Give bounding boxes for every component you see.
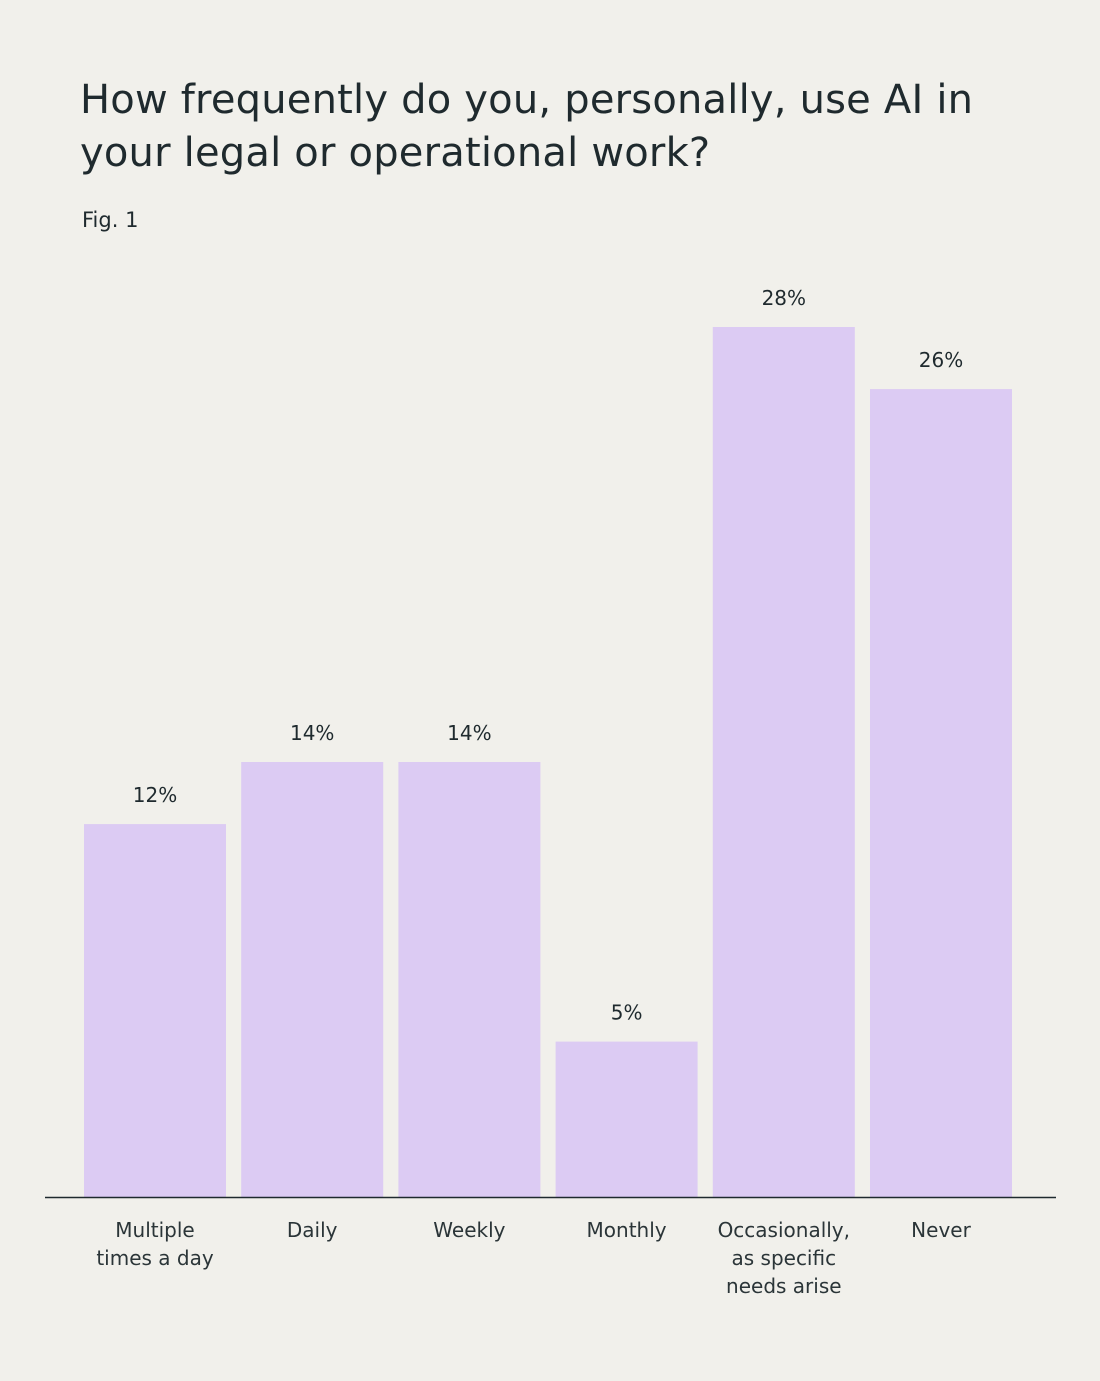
category-labels-group: Multiple times a day Daily Weekly Monthly Occ… [96,1218,971,1298]
category-label-line: as specific [731,1246,836,1270]
category-label-1: Daily [287,1218,338,1242]
value-label-0: 12% [133,783,177,807]
category-label-line: Never [911,1218,971,1242]
figure-label: Fig. 1 [82,208,139,232]
category-label-line: times a day [96,1246,214,1270]
category-label-line: Multiple [115,1218,194,1242]
category-label-0: Multiple times a day [96,1218,214,1270]
bar-2 [398,762,541,1197]
category-label-line: Daily [287,1218,338,1242]
value-label-4: 28% [762,286,806,310]
value-label-2: 14% [447,721,491,745]
category-label-line: Monthly [587,1218,667,1242]
bar-0 [84,824,226,1197]
category-label-5: Never [911,1218,971,1242]
category-label-2: Weekly [433,1218,505,1242]
category-label-4: Occasionally, as specific needs arise [718,1218,850,1298]
value-label-5: 26% [919,348,963,372]
value-labels-group: 12% 14% 14% 5% 28% 26% [133,286,963,1025]
bar-5 [870,389,1012,1198]
category-label-3: Monthly [587,1218,667,1242]
chart-title: How frequently do you, personally, use A… [80,77,974,176]
bar-3 [555,1041,698,1197]
bars-group [84,327,1012,1198]
bar-1 [241,762,384,1197]
bar-4 [712,327,855,1197]
category-label-line: Weekly [433,1218,505,1242]
category-label-line: Occasionally, [718,1218,850,1242]
category-label-line: needs arise [726,1274,842,1298]
value-label-1: 14% [290,721,334,745]
value-label-3: 5% [611,1001,643,1025]
